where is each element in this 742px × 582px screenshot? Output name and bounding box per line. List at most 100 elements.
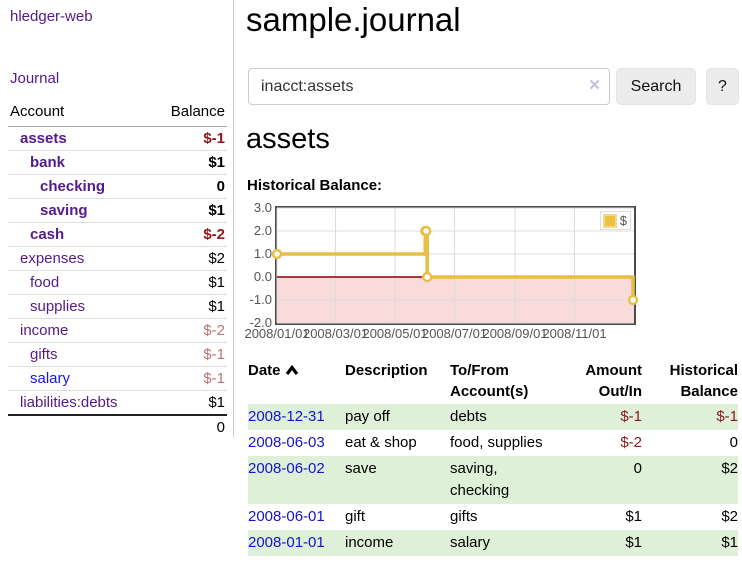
account-row: assets $-1: [8, 126, 227, 151]
account-link[interactable]: checking: [40, 178, 106, 195]
chart-legend: $: [599, 211, 631, 230]
account-row: cash $-2: [8, 222, 227, 247]
description-column-header: Description: [345, 362, 428, 379]
transaction-description: pay off: [345, 404, 450, 430]
register-table-header: Date Description To/From Account(s) Amou…: [248, 360, 738, 404]
account-link[interactable]: saving: [40, 202, 88, 219]
account-balance: $2: [151, 246, 227, 271]
accounts-total-value: 0: [151, 414, 227, 439]
chevron-up-icon: [285, 361, 299, 382]
account-page-title: assets: [246, 123, 330, 155]
account-row: saving $1: [8, 198, 227, 223]
register-row: 2008-06-03 eat & shop food, supplies $-2 0: [248, 430, 738, 456]
date-column-header[interactable]: Date: [248, 360, 345, 404]
sidebar-item-journal[interactable]: Journal: [10, 70, 60, 87]
account-link[interactable]: bank: [30, 154, 66, 171]
account-link[interactable]: income: [20, 322, 69, 339]
help-button[interactable]: ?: [706, 68, 739, 105]
account-row: liabilities:debts $1: [8, 391, 227, 416]
account-balance: $-1: [151, 342, 227, 367]
balance-column-header: Balance: [151, 100, 227, 127]
account-balance: $1: [151, 198, 227, 223]
accounts-total-row: 0: [8, 414, 227, 439]
chart-plot-area: [271, 207, 639, 324]
x-axis-tick-label: 2008/09/01: [482, 326, 548, 341]
legend-series-label: $: [619, 213, 627, 228]
transaction-accounts: saving, checking: [450, 456, 562, 504]
x-axis-tick-label: 2008/05/01: [362, 326, 428, 341]
transaction-balance: $-1: [642, 404, 738, 430]
transaction-accounts: debts: [450, 404, 562, 430]
account-link[interactable]: gifts: [30, 346, 58, 363]
transaction-description: gift: [345, 508, 366, 525]
account-link[interactable]: food: [30, 274, 60, 291]
sidebar-divider: [233, 0, 234, 437]
search-button[interactable]: Search: [616, 68, 696, 105]
x-axis-tick-label: 2008/03/01: [302, 326, 369, 341]
account-balance: $1: [151, 294, 227, 319]
y-axis-tick-label: -1.0: [249, 292, 272, 307]
account-balance: $-1: [151, 126, 227, 151]
clear-search-icon[interactable]: ×: [589, 75, 601, 96]
search-input[interactable]: [248, 68, 610, 105]
account-link[interactable]: assets: [20, 130, 67, 147]
x-axis-tick-label: 2008/11/01: [542, 326, 607, 341]
account-balance: $1: [151, 150, 227, 175]
x-axis-tick-label: 2008/07/01: [421, 326, 488, 341]
transaction-description: save: [345, 456, 450, 504]
register-table: Date Description To/From Account(s) Amou…: [248, 360, 738, 556]
account-row: gifts $-1: [8, 342, 227, 367]
accounts-table-header: Account Balance: [8, 100, 227, 127]
accounts-column-header: To/From Account(s): [450, 362, 529, 400]
account-row: checking 0: [8, 174, 227, 199]
transaction-accounts: salary: [450, 530, 562, 556]
account-balance: $-1: [151, 366, 227, 391]
transaction-description: income: [345, 530, 450, 556]
transaction-date-link[interactable]: 2008-06-01: [248, 508, 325, 525]
account-row: food $1: [8, 270, 227, 295]
historical-balance-chart[interactable]: $: [271, 206, 639, 325]
transaction-accounts: gifts: [450, 508, 478, 525]
register-row: 2008-12-31 pay off debts $-1 $-1: [248, 404, 738, 430]
account-balance: $-2: [151, 222, 227, 247]
transaction-balance: $2: [642, 456, 738, 504]
account-row: income $-2: [8, 318, 227, 343]
x-axis-tick-label: 2008/01/01: [244, 326, 310, 341]
transaction-date-link[interactable]: 2008-01-01: [248, 534, 325, 551]
register-row: 2008-06-01 gift gifts $1 $2: [248, 504, 738, 530]
y-axis-tick-label: 1.0: [253, 246, 272, 261]
account-balance: 0: [151, 174, 227, 199]
transaction-amount: $-2: [620, 434, 642, 451]
transaction-balance: $2: [721, 508, 738, 525]
y-axis-tick-label: 3.0: [253, 200, 272, 215]
account-link[interactable]: liabilities:debts: [20, 394, 118, 411]
app-title-link[interactable]: hledger-web: [10, 8, 93, 25]
transaction-balance: $1: [642, 530, 738, 556]
y-axis-tick-label: -2.0: [249, 315, 272, 330]
account-balance: $-2: [151, 318, 227, 343]
transaction-date-link[interactable]: 2008-12-31: [248, 408, 325, 425]
transaction-accounts: food, supplies: [450, 434, 543, 451]
account-link[interactable]: supplies: [30, 298, 86, 315]
account-balance: $1: [208, 394, 225, 411]
y-axis-tick-label: 0.0: [253, 269, 272, 284]
account-link[interactable]: salary: [30, 370, 71, 387]
account-row: bank $1: [8, 150, 227, 175]
transaction-balance: 0: [729, 434, 738, 451]
accounts-balance-table: Account Balance assets $-1 bank $1 checking 0…: [8, 100, 227, 439]
account-balance: $1: [151, 270, 227, 295]
page-title: sample.journal: [246, 1, 461, 38]
account-link[interactable]: cash: [30, 226, 65, 243]
transaction-amount: $1: [562, 530, 642, 556]
transaction-date-link[interactable]: 2008-06-02: [248, 460, 325, 477]
transaction-date-link[interactable]: 2008-06-03: [248, 434, 325, 451]
account-row: salary $-1: [8, 366, 227, 391]
register-row: 2008-01-01 income salary $1 $1: [248, 530, 738, 556]
transaction-amount: $-1: [562, 404, 642, 430]
y-axis-tick-label: 2.0: [253, 223, 272, 238]
balance-column-header: Historical Balance: [669, 362, 738, 400]
account-row: expenses $2: [8, 246, 227, 271]
account-link[interactable]: expenses: [20, 250, 85, 267]
transaction-amount: $1: [625, 508, 642, 525]
